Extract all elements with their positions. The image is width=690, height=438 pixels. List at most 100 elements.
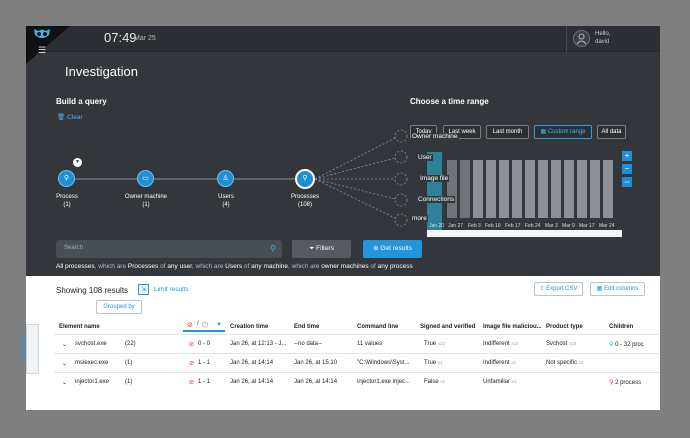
column-product-type[interactable]: Product type [546,324,583,330]
x-tick-label: Feb 10 [485,223,501,229]
clear-label: Clear [67,114,83,121]
table-row[interactable]: ⌄ svchost.exe (22) ⊘ 0 - 0 Jan 26, at 12… [54,334,660,353]
timeline-histogram[interactable] [427,154,622,224]
sentence-part: of [158,263,168,270]
search-placeholder: Search [64,245,84,251]
timeline-selection-handle[interactable] [427,152,442,232]
suspicion-icon: ⊘ [187,322,193,329]
cell-children[interactable]: 0 - 32 proc [615,342,644,348]
column-image-file[interactable]: Image file maliciou... [483,324,542,330]
get-results-label: Get results [380,245,412,252]
timeline-scrollbar[interactable] [427,230,622,237]
table-row[interactable]: ⌄ injector1.exe (1) ⊘ 1 - 1 Jan 26, at 1… [54,372,660,391]
feedback-tab[interactable]: Feedback [22,324,39,374]
fit-icon: ⇔ [623,177,631,186]
add-image-file-option[interactable]: Image file [419,175,450,182]
limit-results-link[interactable]: Limit results [154,286,189,293]
filters-label: Filters [316,245,334,252]
timeline-bar [577,160,587,218]
limit-icon[interactable]: ⇲ [138,284,149,295]
results-panel: Showing 108 results ⇲ Limit results Grou… [26,276,660,410]
get-results-button[interactable]: ⊕ Get results [363,240,422,258]
sentence-part[interactable]: Processes [127,263,159,270]
sentence-part[interactable]: any process [377,263,413,270]
range-last-month-button[interactable]: Last month [486,125,529,139]
cell-children[interactable]: 2 process [615,380,642,386]
plus-icon: ⊕ [373,245,379,252]
node-process[interactable]: ⚲ [58,170,75,187]
cell-cmd: 11 values [357,341,383,347]
column-end-time[interactable]: End time [294,324,320,330]
sentence-part[interactable]: any user [167,263,192,270]
timeline-bar [486,160,496,218]
range-all-data-button[interactable]: All data [597,125,626,139]
query-sentence: All processes, which are Processes of an… [56,263,413,270]
column-signed[interactable]: Signed and verified [420,324,476,330]
filter-icon[interactable]: ▼ [73,158,82,167]
search-icon[interactable]: ⚲ [270,244,276,253]
cell-name: injector1.exe [75,379,110,385]
cell-created: Jan 26, at 14:14 [230,379,274,385]
column-children[interactable]: Children [609,324,634,330]
sentence-part[interactable]: owner machines [321,263,369,270]
export-csv-button[interactable]: ⇪ Export CSV [534,282,583,296]
range-custom-button[interactable]: ▦ Custom range [534,125,592,139]
edit-columns-button[interactable]: ▦ Edit columns [590,282,645,296]
cell-name: svchost.exe [75,341,107,347]
cell-ended: Jan 26, at 14:14 [294,379,338,385]
user-greeting[interactable]: Hello, david [595,30,610,46]
timeline-bar [603,160,613,218]
cell-image-count: x1 [511,360,517,365]
sentence-part[interactable]: any machine [251,263,289,270]
process-icon: ⚲ [63,175,70,182]
user-avatar[interactable] [573,30,590,47]
node-processes[interactable]: ⚲ [295,169,315,189]
cell-count: (22) [125,341,136,347]
zoom-in-button[interactable]: + [622,151,632,161]
fit-range-button[interactable]: ⇔ [622,177,632,187]
x-tick-label: Mar 17 [579,223,595,229]
add-owner-machine-option[interactable]: Owner machine [411,133,459,140]
cell-image-count: x22 [511,341,519,346]
owl-logo-icon[interactable] [33,28,51,40]
column-element-name[interactable]: Element name [59,324,100,330]
clear-button[interactable]: 🗑 Clear [57,113,83,121]
child-process-icon: ⚲ [609,380,614,386]
expand-chevron-icon[interactable]: ⌄ [62,361,68,367]
table-row[interactable]: ⌄ msiexec.exe (1) ⊘ 1 - 1 Jan 26, at 14:… [54,353,660,372]
x-tick-label: Mar 9 [562,223,575,229]
node-owner-machine[interactable]: ▭ [137,170,154,187]
score-icon: ⊘ [189,380,195,386]
x-tick-label: Jan 27 [448,223,464,229]
filters-button[interactable]: ⏷ Filters [292,240,351,258]
node-process-label: Process (1) [37,193,97,209]
add-user-option[interactable]: User [417,154,433,161]
sort-desc-icon[interactable]: ▼ [216,322,222,328]
add-connections-option[interactable]: Connections [417,196,456,203]
grouped-by-button[interactable]: Grouped by [96,300,142,314]
export-icon: ⇪ [539,286,545,292]
node-users-label: Users (4) [196,193,256,209]
score-column-header[interactable]: ⊘ / ⬡ ▼ [183,318,225,332]
user-icon [576,33,587,45]
sentence-part[interactable]: Users [225,263,243,270]
zoom-out-button[interactable]: − [622,164,632,174]
expand-chevron-icon[interactable]: ⌄ [62,342,68,348]
expand-chevron-icon[interactable]: ⌄ [62,380,68,386]
sentence-part[interactable]: All processes [56,263,95,270]
column-command-line[interactable]: Command line [357,324,399,330]
column-creation-time[interactable]: Creation time [230,324,269,330]
slash-text: / [197,321,199,327]
cell-image: Indifferent [483,341,510,347]
more-options[interactable]: more [411,215,428,222]
node-users[interactable]: ♙ [217,170,234,187]
search-input[interactable]: Search ⚲ [56,240,282,258]
hamburger-menu-icon[interactable]: ☰ [38,45,47,55]
funnel-icon: ⏷ [309,245,315,252]
node-count-text: (1) [142,202,150,208]
cell-score: 1 - 1 [198,379,211,385]
cell-signed: True [424,341,437,347]
node-count-text: (4) [222,202,230,208]
cell-score: 1 - 1 [198,360,211,366]
node-count-text: (108) [297,202,312,208]
